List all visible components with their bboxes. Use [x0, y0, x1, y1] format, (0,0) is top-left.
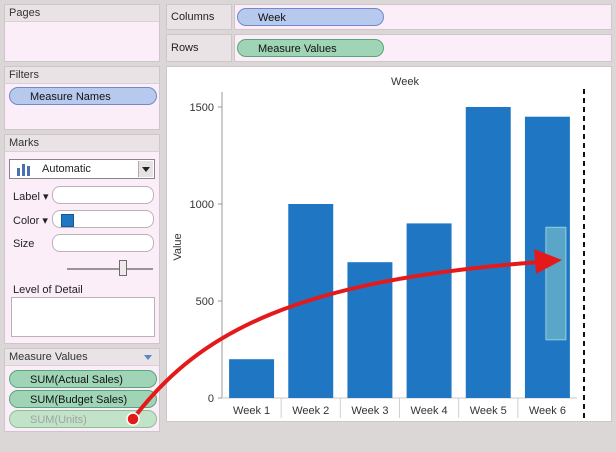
- level-of-detail-label: Level of Detail: [13, 284, 83, 296]
- size-shelf[interactable]: [52, 234, 154, 252]
- color-button[interactable]: Color ▾: [13, 215, 48, 227]
- bar: [347, 262, 393, 398]
- y-tick-label: 1000: [190, 199, 214, 211]
- bar: [229, 359, 275, 398]
- bar: [288, 204, 334, 398]
- rows-pill-measure-values[interactable]: Measure Values: [237, 39, 384, 57]
- marks-title: Marks: [5, 135, 159, 152]
- color-shelf[interactable]: [52, 210, 154, 228]
- x-tick-label: Week 5: [470, 405, 507, 417]
- x-tick-label: Week 3: [351, 405, 388, 417]
- label-shelf[interactable]: [52, 186, 154, 204]
- filter-pill-measure-names[interactable]: Measure Names: [9, 87, 157, 105]
- filters-title: Filters: [5, 67, 159, 84]
- y-tick-label: 500: [196, 296, 214, 308]
- x-tick-label: Week 1: [233, 405, 270, 417]
- y-tick-label: 1500: [190, 102, 214, 114]
- rows-shelf-header: [166, 34, 232, 62]
- columns-shelf-header: [166, 4, 232, 30]
- y-axis-label: Value: [172, 233, 184, 260]
- bar: [465, 107, 511, 398]
- columns-label: Columns: [171, 11, 215, 23]
- x-tick-label: Week 6: [529, 405, 566, 417]
- measure-pill-budget-sales[interactable]: SUM(Budget Sales): [9, 390, 157, 408]
- x-tick-label: Week 4: [411, 405, 448, 417]
- bar: [406, 223, 452, 398]
- triangle-down-icon[interactable]: [143, 354, 153, 362]
- rows-label: Rows: [171, 42, 199, 54]
- size-label: Size: [13, 238, 35, 250]
- chevron-down-icon: [142, 167, 150, 172]
- bar-mark-icon: [17, 164, 30, 176]
- measure-values-panel: Measure Values SUM(Actual Sales) SUM(Bud…: [4, 348, 160, 432]
- filters-panel: Filters Measure Names: [4, 66, 160, 130]
- drop-target-highlight: [545, 226, 567, 341]
- chart-title: Week: [391, 76, 419, 88]
- color-swatch[interactable]: [61, 214, 74, 227]
- marks-panel: Marks Automatic Label ▾ Color ▾ Size Lev…: [4, 134, 160, 344]
- level-of-detail-shelf[interactable]: [11, 297, 155, 337]
- measure-pill-units[interactable]: SUM(Units): [9, 410, 157, 428]
- chart-view[interactable]: Week Value 0 500 1000 1500 Week 1 Week 2 Week 3 W…: [166, 66, 612, 422]
- x-tick-label: Week 2: [292, 405, 329, 417]
- mark-type-dropdown[interactable]: Automatic: [9, 159, 155, 179]
- bar-chart: Week Value 0 500 1000 1500 Week 1 Week 2 Week 3 W…: [172, 76, 585, 418]
- size-slider-handle[interactable]: [119, 260, 127, 276]
- measure-pill-actual-sales[interactable]: SUM(Actual Sales): [9, 370, 157, 388]
- pages-panel: Pages: [4, 4, 160, 62]
- dropdown-arrow-button[interactable]: [138, 161, 153, 177]
- mark-type-value: Automatic: [42, 163, 91, 175]
- columns-pill-week[interactable]: Week: [237, 8, 384, 26]
- size-slider-track[interactable]: [67, 268, 153, 270]
- pages-title: Pages: [5, 5, 159, 22]
- y-tick-label: 0: [208, 393, 214, 405]
- label-button[interactable]: Label ▾: [13, 191, 49, 203]
- measure-values-title: Measure Values: [5, 349, 159, 366]
